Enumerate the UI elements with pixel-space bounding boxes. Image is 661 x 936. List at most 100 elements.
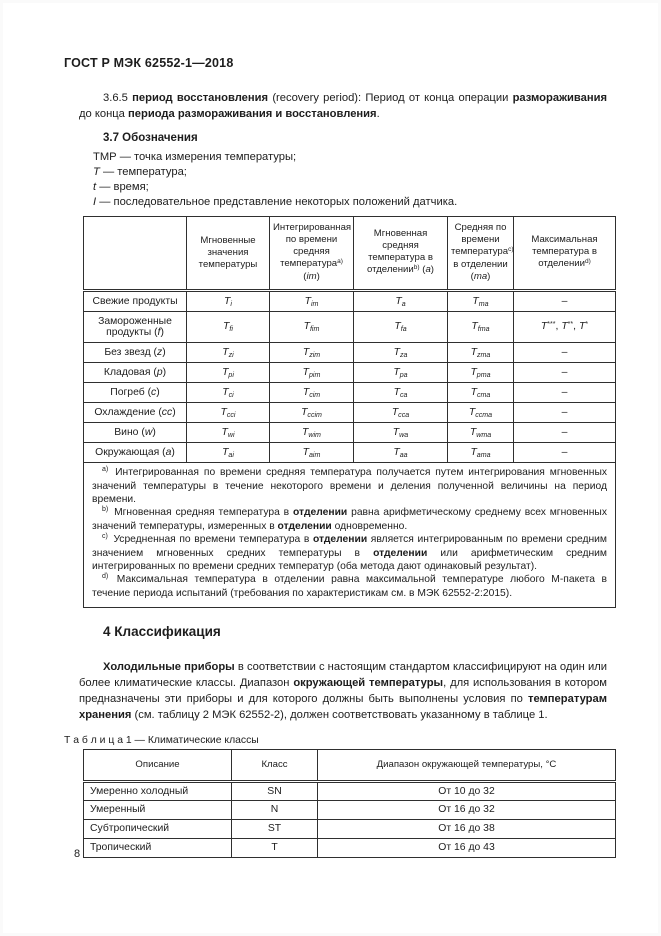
text-run: Без звезд ( <box>104 346 157 358</box>
text-run: Холодильные приборы <box>103 660 235 673</box>
table-cell: T***, T**, T* <box>513 310 616 343</box>
text-run: wa <box>399 431 409 439</box>
text-run: T <box>302 346 310 358</box>
text-run: – <box>561 426 568 438</box>
text-run: T <box>578 321 586 333</box>
footnote-mark: c) <box>102 533 108 541</box>
text-run: pa <box>399 371 408 379</box>
text-run: T <box>304 295 311 307</box>
table-row: Погреб (c) Tci Tcim Tca Tcma – <box>83 381 616 403</box>
footnote: a) Интегрированная по времени средняя те… <box>92 466 607 506</box>
text-run: ) <box>156 386 160 398</box>
symbol-line: I — последовательное представление некот… <box>93 195 607 210</box>
text-run: Т <box>93 165 100 178</box>
table-cell: Tim <box>269 289 354 312</box>
text-run: T <box>540 321 548 333</box>
table-cell: Tccma <box>447 401 514 423</box>
text-run: cci <box>226 411 236 419</box>
text-run: a <box>425 264 431 276</box>
text-run: – <box>561 386 568 398</box>
text-run: a <box>401 300 406 308</box>
text-run: wma <box>476 431 492 439</box>
symbol-line: Т — температура; <box>93 165 607 180</box>
doc-header: ГОСТ Р МЭК 62552-1—2018 <box>64 56 234 70</box>
page-content: ГОСТ Р МЭК 62552-1—2018 3.6.5 период вос… <box>64 56 616 858</box>
text-run: T <box>392 426 400 438</box>
text-run: za <box>399 351 408 359</box>
text-run: a <box>165 446 172 458</box>
table-cell: SN <box>231 780 318 801</box>
table-row: Замороженные продукты (f) Tfi Tfim Tfa Tfma T… <box>83 310 616 343</box>
text-run: pim <box>308 371 321 379</box>
text-run: T <box>222 446 229 458</box>
table-row: Свежие продукты Ti Tim Ta Tma – <box>83 289 616 312</box>
table-cell: Тропический <box>83 837 232 858</box>
t1-footnotes-row: a) Интегрированная по времени средняя те… <box>83 461 616 608</box>
text-run: T <box>468 406 476 418</box>
t1-header-cell: Интегрированная по времени средняя темпе… <box>269 215 354 292</box>
text-run: в отделении ( <box>453 259 508 283</box>
table-cell: От 16 до 32 <box>317 799 616 820</box>
text-run: — последовательное представление некотор… <box>96 195 458 208</box>
text-run: wi <box>227 431 235 439</box>
text-run: (см. таблицу 2 МЭК 62552-2), должен соот… <box>131 709 548 722</box>
text-run: T <box>470 366 477 378</box>
table-cell: – <box>513 441 616 463</box>
text-run: . <box>376 108 380 121</box>
text-run: Мгновенная средняя температура в отделен… <box>367 228 433 276</box>
text-run: ТМР — точка измерения температуры; <box>93 150 297 163</box>
text-run: T <box>302 446 309 458</box>
row-label: Без звезд (z) <box>83 341 187 363</box>
text-run: ccma <box>475 411 493 419</box>
table-row: Кладовая (p) Tpi Tpim Tpa Tpma – <box>83 361 616 383</box>
text-run: fim <box>309 326 320 334</box>
table-cell: Tfi <box>186 310 270 343</box>
text-run: Средняя по времени температура <box>451 222 509 258</box>
text-run: Мгновенные значения температуры <box>198 234 258 270</box>
t2-header-cell: Описание <box>83 748 232 783</box>
text-run: T <box>222 386 229 398</box>
text-run: в соответствии с настоящим стандартом кл… <box>79 660 607 689</box>
row-label: Замороженные продукты (f) <box>83 310 187 343</box>
text-run: ama <box>476 451 491 459</box>
text-run: T <box>470 446 477 458</box>
text-run: , <box>573 321 579 333</box>
text-run: T <box>224 295 231 307</box>
footnote: c) Усредненная по времени температура в … <box>92 533 607 573</box>
text-run: температурам хранения <box>79 693 607 722</box>
table-row: Тропический Т От 16 до 43 <box>83 837 616 858</box>
text-run: ai <box>228 451 234 459</box>
text-run: T <box>469 426 477 438</box>
text-run: zi <box>228 351 234 359</box>
text-run: cca <box>398 411 410 419</box>
text-run: или арифметическим средним интегрированн… <box>92 547 607 572</box>
table-cell: Tai <box>186 441 270 463</box>
text-run: Усредненная по времени температура в <box>109 533 313 545</box>
text-run: Кладовая ( <box>103 366 157 378</box>
table-cell: Tci <box>186 381 270 403</box>
t2-header-cell: Диапазон окружающей температуры, °С <box>317 748 616 783</box>
text-run: – <box>561 406 568 418</box>
table-row: Охлаждение (cc) Tcci Tccim Tcca Tccma – <box>83 401 616 423</box>
text-run: Охлаждение ( <box>94 406 162 418</box>
text-run: I <box>93 195 97 208</box>
table-cell: Tzim <box>269 341 354 363</box>
row-label: Кладовая (p) <box>83 361 187 383</box>
t2-body: Умеренно холодный SN От 10 до 32 Умеренный N… <box>83 780 616 858</box>
table-row: Умеренный N От 16 до 32 <box>83 799 616 820</box>
text-run: T <box>222 366 229 378</box>
table-cell: Tpma <box>447 361 514 383</box>
text-run: pma <box>476 371 491 379</box>
t1-header-cell: Средняя по времени температураc) в отдел… <box>447 215 514 292</box>
t1-body: Свежие продукты Ti Tim Ta Tma – Замороженные п… <box>83 289 616 463</box>
text-run: T <box>222 346 229 358</box>
text-run: ) <box>160 326 164 338</box>
para-classification: Холодильные приборы в соответствии с нас… <box>79 659 607 724</box>
text-run: период восстановления <box>132 92 269 104</box>
text-run: , <box>555 321 562 333</box>
table-cell: Умеренно холодный <box>83 780 232 801</box>
text-run: одновременно. <box>331 520 408 532</box>
footnote: d) Максимальная температура в отделении … <box>92 573 607 600</box>
table-cell: Tma <box>447 289 514 312</box>
